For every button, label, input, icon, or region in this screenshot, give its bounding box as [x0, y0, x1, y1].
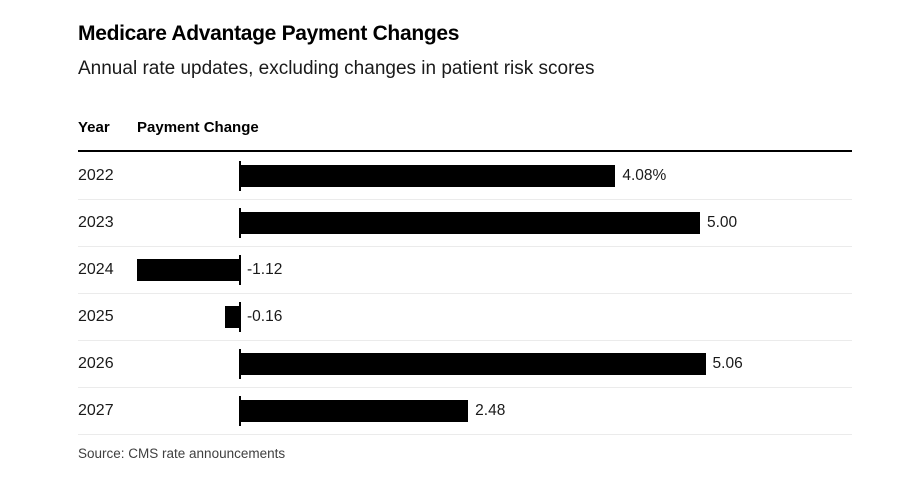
chart-subtitle: Annual rate updates, excluding changes i… [78, 58, 595, 79]
zero-axis-tick [239, 255, 241, 285]
bar [225, 306, 240, 328]
zero-axis-tick [239, 302, 241, 332]
value-label: 4.08% [622, 167, 667, 184]
year-label: 2022 [78, 167, 114, 184]
bar [136, 259, 240, 281]
bar-chart: 2022 4.08% 2023 5.00 2024 -1.12 2025 -0.16 2026 5… [78, 153, 852, 435]
zero-axis-tick [239, 208, 241, 238]
chart-content: Medicare Advantage Payment Changes Annua… [78, 0, 852, 483]
chart-title: Medicare Advantage Payment Changes [78, 22, 460, 45]
year-label: 2024 [78, 261, 114, 278]
year-label: 2027 [78, 402, 114, 419]
bar [240, 212, 700, 234]
zero-axis-tick [239, 396, 241, 426]
zero-axis-tick [239, 161, 241, 191]
bar-row: 2024 -1.12 [78, 247, 852, 294]
year-label: 2026 [78, 355, 114, 372]
value-label: 5.06 [712, 355, 743, 372]
value-label: -1.12 [247, 261, 283, 278]
bar-row: 2027 2.48 [78, 388, 852, 435]
value-label: 2.48 [475, 402, 506, 419]
column-header-payment-change: Payment Change [137, 119, 259, 136]
year-label: 2025 [78, 308, 114, 325]
year-label: 2023 [78, 214, 114, 231]
bar-row: 2025 -0.16 [78, 294, 852, 341]
bar [240, 353, 706, 375]
bar-row: 2023 5.00 [78, 200, 852, 247]
column-header-year: Year [78, 119, 110, 136]
header-rule [78, 150, 852, 152]
bar-row: 2026 5.06 [78, 341, 852, 388]
source-note: Source: CMS rate announcements [78, 446, 286, 461]
value-label: 5.00 [707, 214, 738, 231]
bar-row: 2022 4.08% [78, 153, 852, 200]
bar [240, 400, 469, 422]
zero-axis-tick [239, 349, 241, 379]
bar [240, 165, 616, 187]
value-label: -0.16 [247, 308, 283, 325]
